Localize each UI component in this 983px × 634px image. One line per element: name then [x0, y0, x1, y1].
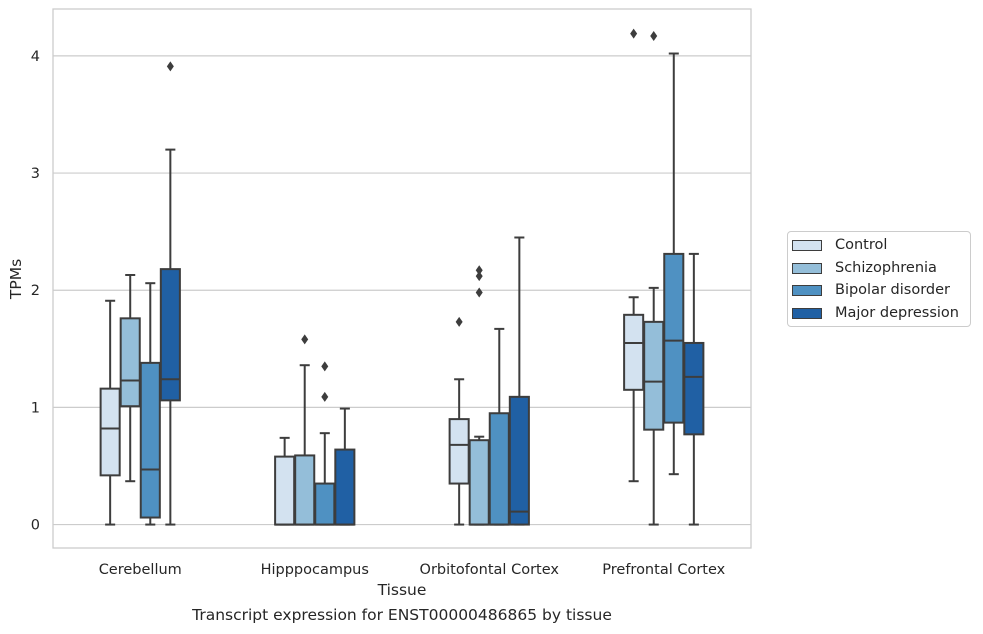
box-schizophrenia-hipppocampus — [294, 454, 316, 526]
y-tick-label-0: 0 — [31, 518, 40, 534]
outlier-bipolar-disorder-hipppocampus-1 — [321, 361, 329, 372]
box-bipolar-disorder-prefrontal-cortex — [663, 252, 685, 424]
outlier-control-orbitofontal-cortex-0 — [455, 316, 463, 327]
x-tick-label-prefrontal-cortex: Prefrontal Cortex — [602, 562, 725, 578]
box-major-depression-prefrontal-cortex — [683, 341, 705, 436]
y-tick-label-2: 2 — [31, 283, 40, 299]
box-bipolar-disorder-hipppocampus — [314, 482, 336, 526]
outlier-schizophrenia-orbitofontal-cortex-1 — [475, 271, 483, 282]
y-tick-label-4: 4 — [31, 49, 40, 65]
x-tick-label-cerebellum: Cerebellum — [99, 562, 182, 578]
y-tick-label-3: 3 — [31, 166, 40, 182]
outlier-bipolar-disorder-hipppocampus-0 — [321, 391, 329, 402]
box-control-prefrontal-cortex — [623, 313, 645, 391]
box-major-depression-hipppocampus — [334, 448, 356, 526]
outlier-schizophrenia-orbitofontal-cortex-2 — [475, 265, 483, 276]
y-axis-label: TPMs — [7, 259, 25, 300]
legend-swatch-schizophrenia — [792, 262, 822, 274]
box-schizophrenia-prefrontal-cortex — [643, 320, 665, 431]
legend-item-bipolar-disorder: Bipolar disorder — [792, 280, 950, 300]
box-schizophrenia-cerebellum — [119, 317, 141, 408]
legend: Control Schizophrenia Bipolar disorder M… — [787, 231, 971, 327]
outlier-schizophrenia-hipppocampus-0 — [301, 334, 309, 345]
figure-caption: Transcript expression for ENST0000048686… — [192, 606, 612, 624]
outlier-schizophrenia-orbitofontal-cortex-0 — [475, 287, 483, 298]
legend-item-control: Control — [792, 235, 887, 255]
y-tick-labels: 0 1 2 3 4 — [31, 49, 40, 534]
box-major-depression-orbitofontal-cortex — [508, 395, 530, 526]
x-axis-label: Tissue — [377, 581, 427, 599]
outlier-schizophrenia-prefrontal-cortex-0 — [650, 30, 658, 41]
x-tick-label-orbitofontal-cortex: Orbitofontal Cortex — [420, 562, 560, 578]
legend-label-major-depression: Major depression — [835, 305, 959, 321]
legend-item-major-depression: Major depression — [792, 303, 959, 323]
outlier-control-prefrontal-cortex-0 — [630, 28, 638, 39]
box-control-orbitofontal-cortex — [448, 418, 470, 485]
boxes — [99, 28, 705, 526]
legend-swatch-bipolar-disorder — [792, 284, 822, 296]
x-tick-label-hipppocampus: Hipppocampus — [261, 562, 369, 578]
x-tick-labels: Cerebellum Hipppocampus Orbitofontal Corte… — [99, 562, 726, 578]
box-control-hipppocampus — [274, 455, 296, 526]
legend-label-bipolar-disorder: Bipolar disorder — [835, 282, 950, 298]
outlier-major-depression-cerebellum-0 — [166, 61, 174, 72]
box-bipolar-disorder-cerebellum — [139, 361, 161, 519]
box-schizophrenia-orbitofontal-cortex — [468, 439, 490, 526]
legend-label-control: Control — [835, 237, 888, 253]
legend-swatch-major-depression — [792, 307, 822, 319]
y-tick-label-1: 1 — [31, 400, 40, 416]
box-control-cerebellum — [99, 387, 121, 477]
legend-swatch-control — [792, 239, 822, 251]
box-major-depression-cerebellum — [159, 268, 181, 402]
plot-frame — [52, 8, 752, 549]
legend-item-schizophrenia: Schizophrenia — [792, 258, 937, 278]
legend-label-schizophrenia: Schizophrenia — [835, 260, 937, 276]
box-bipolar-disorder-orbitofontal-cortex — [488, 412, 510, 526]
